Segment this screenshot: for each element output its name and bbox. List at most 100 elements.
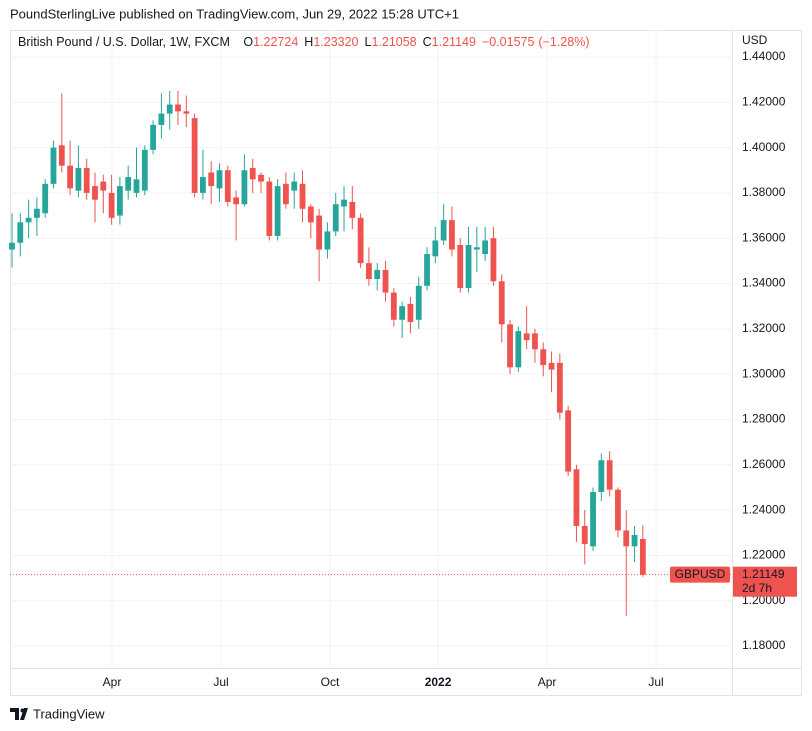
y-tick-label: 1.26000 (742, 457, 786, 471)
symbol: British Pound / U.S. Dollar, 1W, FXCM (18, 35, 230, 49)
y-tick-label: 1.22000 (742, 548, 786, 562)
x-tick-label: Jul (648, 675, 663, 689)
symbol-tag: GBPUSD (675, 567, 726, 581)
candle-body (590, 491, 596, 547)
candle-body (615, 489, 621, 531)
candle-body (490, 238, 497, 282)
candle-body (50, 147, 57, 184)
candle-body (424, 254, 430, 286)
axes: 1.180001.200001.220001.240001.260001.280… (103, 49, 797, 689)
field-name: O (243, 35, 253, 49)
candle-body (200, 177, 206, 193)
y-tick-label: 1.36000 (742, 230, 786, 244)
x-tick-label: Apr (103, 675, 122, 689)
candle-body (515, 331, 522, 368)
brand: TradingView (10, 706, 105, 721)
candle-body (141, 149, 148, 191)
currency: USD (742, 33, 768, 47)
candle-body (399, 306, 406, 320)
candle-body (482, 240, 489, 255)
y-tick-label: 1.44000 (742, 49, 786, 63)
candle-body (17, 222, 24, 243)
x-tick-label: Oct (321, 675, 340, 689)
change-pct: (−1.28%) (538, 35, 589, 49)
field-name: C (423, 35, 432, 49)
candle-body (191, 118, 198, 193)
candle-body (465, 245, 472, 289)
candle-body (316, 215, 323, 250)
y-tick-label: 1.28000 (742, 412, 786, 426)
candle-body (349, 201, 356, 218)
candle-body (266, 181, 273, 236)
candle-body (639, 538, 646, 575)
field-name: L (365, 35, 372, 49)
candle-body (166, 104, 173, 114)
grid (10, 30, 732, 668)
symbol-tag-bg (670, 566, 730, 583)
candle-body (432, 240, 439, 257)
candle-body (523, 333, 530, 341)
candle-body (25, 217, 32, 223)
last-price-tag-bg (733, 566, 797, 597)
candle-body (75, 167, 82, 191)
candle-body (9, 242, 15, 250)
candle-body (357, 217, 364, 264)
candle-body (374, 269, 381, 279)
candle-body (283, 183, 289, 205)
candle-body (108, 192, 115, 218)
candle-body (440, 220, 447, 241)
candle-body (457, 245, 464, 289)
candle-body (233, 197, 240, 205)
countdown: 2d 7h (742, 581, 772, 595)
field-value: 1.21058 (371, 35, 416, 49)
y-tick-label: 1.40000 (742, 140, 786, 154)
candle-body (473, 247, 480, 250)
candle-body (606, 460, 613, 490)
candle-body (623, 530, 630, 547)
y-tick-label: 1.24000 (742, 502, 786, 516)
candle-body (415, 285, 422, 320)
candle-body (498, 281, 505, 325)
candle-body (125, 177, 132, 191)
candle-body (58, 145, 65, 166)
last-price-label: 1.21149 (742, 567, 785, 581)
candle-body (175, 104, 181, 112)
candle-body (241, 170, 248, 205)
candle-body (258, 174, 264, 182)
brand-name: TradingView (33, 706, 105, 721)
chart-frame (10, 30, 802, 696)
change: −0.01575 (482, 35, 535, 49)
candle-body (548, 362, 555, 370)
candle-body (341, 199, 347, 207)
publisher-line: PoundSterlingLive published on TradingVi… (10, 6, 459, 21)
y-tick-label: 1.42000 (742, 94, 786, 108)
x-tick-label: 2022 (425, 675, 452, 689)
candle-body (274, 186, 281, 236)
brand-logo-dot (20, 708, 25, 713)
candle-body (42, 183, 49, 214)
y-tick-label: 1.30000 (742, 366, 786, 380)
x-tick-label: Jul (213, 675, 228, 689)
candle-body (133, 179, 140, 193)
candles (9, 90, 732, 616)
x-tick-label: Apr (538, 675, 557, 689)
y-tick-label: 1.38000 (742, 185, 786, 199)
candle-body (307, 206, 314, 223)
field-value: 1.22724 (253, 35, 298, 49)
candle-body (382, 269, 389, 293)
candle-body (598, 460, 605, 492)
candle-body (631, 535, 638, 547)
y-tick-label: 1.34000 (742, 276, 786, 290)
candle-body (83, 167, 90, 193)
candle-body (332, 204, 339, 232)
candle-body (158, 113, 165, 125)
candle-body (116, 186, 123, 216)
candle-body (532, 333, 538, 350)
candle-body (216, 170, 223, 189)
candle-body (33, 208, 40, 218)
candle-body (150, 124, 157, 150)
candle-body (100, 181, 107, 191)
y-tick-label: 1.18000 (742, 638, 786, 652)
candle-body (183, 111, 190, 114)
